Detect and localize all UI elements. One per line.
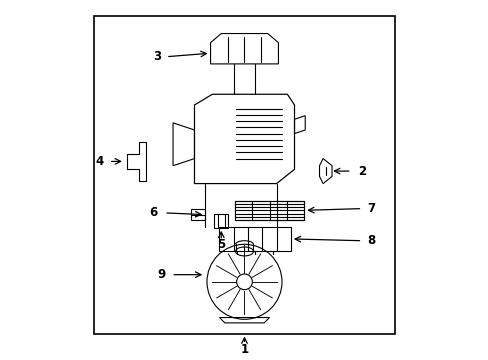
Text: 5: 5 — [217, 238, 225, 251]
Text: 2: 2 — [358, 165, 366, 177]
Text: 6: 6 — [149, 206, 157, 219]
Bar — [234, 201, 304, 220]
Bar — [94, 16, 394, 334]
Text: 8: 8 — [366, 234, 375, 247]
Text: 9: 9 — [157, 268, 165, 281]
Bar — [214, 214, 227, 228]
Text: 4: 4 — [96, 155, 104, 168]
Text: 7: 7 — [366, 202, 375, 215]
Text: 3: 3 — [153, 50, 161, 63]
Bar — [190, 209, 205, 220]
Text: 1: 1 — [240, 343, 248, 356]
